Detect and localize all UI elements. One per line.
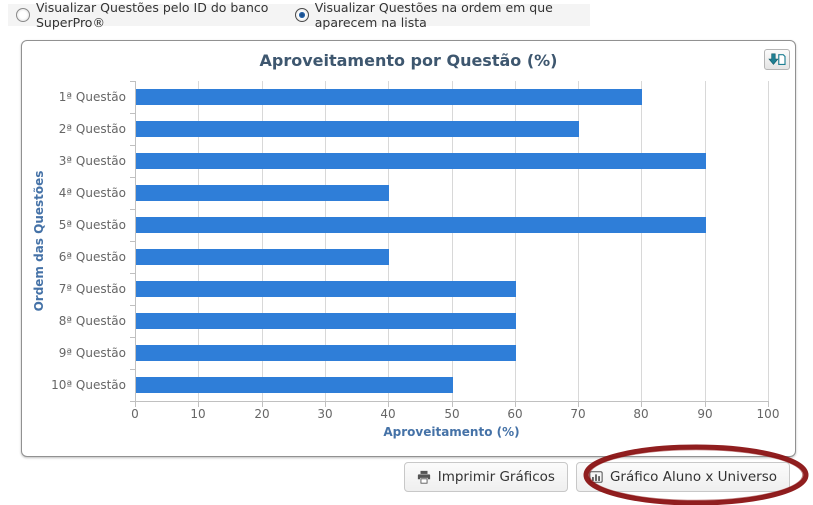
bar-9ª-questão[interactable] <box>136 345 516 361</box>
x-axis-tick <box>515 402 516 407</box>
radio-option-view-by-order-label: Visualizar Questões na ordem em que apar… <box>314 0 553 30</box>
x-axis-tick <box>198 402 199 407</box>
category-label: 1ª Questão <box>58 90 126 104</box>
gridline <box>198 81 199 401</box>
category-label: 7ª Questão <box>58 282 126 296</box>
x-axis-tick <box>641 402 642 407</box>
y-axis-tick <box>130 305 135 306</box>
bar-8ª-questão[interactable] <box>136 313 516 329</box>
plot-area <box>135 81 769 401</box>
bar-1ª-questão[interactable] <box>136 89 642 105</box>
category-label: 5ª Questão <box>58 218 126 232</box>
x-axis-tick-labels: 0 10 20 30 40 50 60 70 80 90 100 <box>131 407 779 421</box>
chart-panel: Aproveitamento por Questão (%) Ordem das… <box>21 40 796 457</box>
x-axis-tick <box>325 402 326 407</box>
gridline <box>705 81 706 401</box>
x-axis-tick-label: 50 <box>444 407 460 421</box>
category-label: 8ª Questão <box>58 314 126 328</box>
printer-icon <box>417 470 431 484</box>
bar-3ª-questão[interactable] <box>136 153 706 169</box>
category-label: 3ª Questão <box>58 154 126 168</box>
bar-chart-icon <box>589 470 603 484</box>
bar-4ª-questão[interactable] <box>136 185 389 201</box>
radio-option-view-by-id-label: Visualizar Questões pelo ID do banco Sup… <box>36 0 269 30</box>
category-label: 9ª Questão <box>58 346 126 360</box>
gridline <box>388 81 389 401</box>
gridline <box>578 81 579 401</box>
y-axis-tick <box>130 209 135 210</box>
export-chart-icon <box>767 52 787 68</box>
x-axis-tick <box>768 402 769 407</box>
category-label: 10ª Questão <box>51 378 126 392</box>
gridline <box>641 81 642 401</box>
y-axis-line <box>135 81 136 402</box>
category-label: 2ª Questão <box>58 122 126 136</box>
bar-6ª-questão[interactable] <box>136 249 389 265</box>
x-axis-tick-label: 70 <box>570 407 586 421</box>
actions-bar: Imprimir Gráficos Gráfico Aluno x Univer… <box>403 462 790 492</box>
x-axis-tick <box>262 402 263 407</box>
gridline <box>262 81 263 401</box>
x-axis-tick <box>578 402 579 407</box>
x-axis-title: Aproveitamento (%) <box>383 425 520 439</box>
x-axis-tick-label: 60 <box>507 407 523 421</box>
x-axis-tick-label: 100 <box>756 407 780 421</box>
y-axis-tick <box>130 177 135 178</box>
y-axis-tick <box>130 337 135 338</box>
x-axis-tick-label: 80 <box>633 407 649 421</box>
gridline <box>768 81 769 401</box>
radio-unselected-icon[interactable] <box>16 8 30 22</box>
student-vs-universe-chart-button[interactable]: Gráfico Aluno x Universo <box>575 462 790 492</box>
y-axis-tick <box>130 81 135 82</box>
bar-7ª-questão[interactable] <box>136 281 516 297</box>
category-label: 6ª Questão <box>58 250 126 264</box>
gridline <box>452 81 453 401</box>
x-axis-tick <box>705 402 706 407</box>
radio-option-view-by-id[interactable]: Visualizar Questões pelo ID do banco Sup… <box>16 0 273 30</box>
student-vs-universe-chart-label: Gráfico Aluno x Universo <box>609 469 777 485</box>
chart-title: Aproveitamento por Questão (%) <box>259 51 558 70</box>
radio-option-view-by-order[interactable]: Visualizar Questões na ordem em que apar… <box>294 0 590 30</box>
x-axis-tick <box>135 402 136 407</box>
x-axis-tick <box>388 402 389 407</box>
print-charts-button[interactable]: Imprimir Gráficos <box>403 462 568 492</box>
x-axis-tick-label: 20 <box>254 407 270 421</box>
y-axis-tick <box>130 113 135 114</box>
x-axis-line <box>135 401 769 402</box>
bar-2ª-questão[interactable] <box>136 121 579 137</box>
x-axis-tick-label: 10 <box>190 407 206 421</box>
y-axis-category-labels: 1ª Questão 2ª Questão 3ª Questão 4ª Questão… <box>22 81 126 401</box>
y-axis-tick <box>130 401 135 402</box>
y-axis-tick <box>130 241 135 242</box>
bar-10ª-questão[interactable] <box>136 377 453 393</box>
bar-5ª-questão[interactable] <box>136 217 706 233</box>
export-chart-button[interactable] <box>764 49 790 70</box>
category-label: 4ª Questão <box>58 186 126 200</box>
x-axis-tick-label: 90 <box>697 407 713 421</box>
view-options-bar: Visualizar Questões pelo ID do banco Sup… <box>8 0 590 30</box>
y-axis-tick <box>130 273 135 274</box>
x-axis-tick-label: 30 <box>317 407 333 421</box>
x-axis-tick <box>452 402 453 407</box>
x-axis-tick-label: 0 <box>131 407 139 421</box>
y-axis-tick <box>130 145 135 146</box>
x-axis-tick-label: 40 <box>380 407 396 421</box>
gridline <box>325 81 326 401</box>
gridline <box>515 81 516 401</box>
y-axis-tick <box>130 369 135 370</box>
print-charts-label: Imprimir Gráficos <box>437 469 555 485</box>
radio-selected-icon[interactable] <box>294 8 309 22</box>
